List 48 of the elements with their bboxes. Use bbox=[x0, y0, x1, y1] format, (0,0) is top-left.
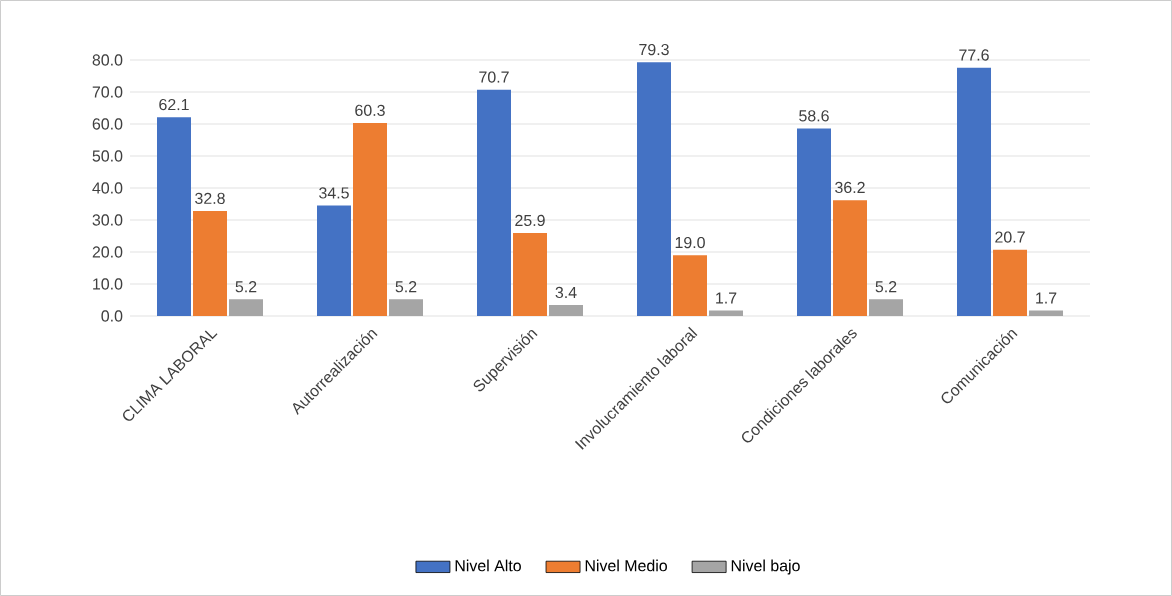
bar bbox=[317, 205, 351, 316]
bar bbox=[637, 62, 671, 316]
data-label: 5.2 bbox=[875, 281, 897, 293]
data-label: 34.5 bbox=[319, 187, 349, 199]
bar bbox=[797, 128, 831, 316]
y-tick-label: 20.0 bbox=[92, 246, 123, 258]
data-label: 70.7 bbox=[479, 71, 509, 83]
y-tick-label: 0.0 bbox=[101, 310, 123, 322]
data-label: 1.7 bbox=[716, 292, 737, 304]
bar bbox=[869, 299, 904, 316]
data-label: 77.6 bbox=[959, 49, 989, 61]
bar bbox=[193, 211, 227, 316]
data-label: 3.4 bbox=[555, 286, 577, 299]
bar bbox=[157, 117, 191, 316]
bar bbox=[833, 200, 867, 316]
data-label: 58.6 bbox=[799, 110, 829, 122]
y-tick-label: 10.0 bbox=[93, 278, 123, 290]
bar bbox=[673, 255, 707, 316]
data-label: 1.7 bbox=[1036, 292, 1057, 304]
bar bbox=[353, 123, 387, 316]
data-label: 62.1 bbox=[159, 98, 189, 111]
bar bbox=[549, 305, 583, 316]
legend-label: Nivel Medio bbox=[585, 559, 667, 572]
bar bbox=[1029, 310, 1064, 316]
data-label: 20.7 bbox=[995, 231, 1025, 243]
bar bbox=[477, 89, 511, 316]
data-label: 5.2 bbox=[395, 281, 417, 293]
y-tick-label: 50.0 bbox=[92, 150, 123, 162]
legend-label: Nivel bajo bbox=[731, 559, 800, 575]
bar bbox=[993, 249, 1028, 316]
data-label: 19.0 bbox=[675, 236, 705, 249]
legend-label: Nivel Alto bbox=[455, 559, 521, 572]
bar bbox=[709, 310, 743, 316]
data-label: 79.3 bbox=[639, 43, 669, 56]
data-label: 25.9 bbox=[515, 214, 545, 227]
bar bbox=[389, 299, 423, 316]
data-label: 60.3 bbox=[355, 104, 385, 116]
y-tick-label: 60.0 bbox=[92, 118, 123, 130]
bar bbox=[229, 299, 263, 316]
bar bbox=[513, 233, 547, 316]
y-tick-label: 80.0 bbox=[92, 54, 123, 66]
data-label: 5.2 bbox=[235, 281, 257, 293]
data-label: 36.2 bbox=[835, 181, 865, 194]
y-tick-label: 70.0 bbox=[92, 86, 123, 98]
data-label: 32.8 bbox=[195, 192, 225, 204]
y-tick-label: 30.0 bbox=[92, 214, 123, 226]
bar bbox=[957, 67, 992, 316]
y-tick-label: 40.0 bbox=[92, 182, 123, 194]
